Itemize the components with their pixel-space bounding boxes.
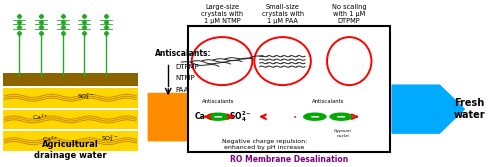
Text: NTMP: NTMP — [175, 75, 195, 81]
Bar — [2, 73, 138, 86]
Text: $\mathregular{Ca^{2+}}$: $\mathregular{Ca^{2+}}$ — [42, 134, 59, 143]
Text: Negative charge repulsion:
enhanced by pH increase: Negative charge repulsion: enhanced by p… — [222, 139, 307, 150]
Text: −: − — [336, 110, 346, 123]
Circle shape — [291, 116, 298, 118]
Text: −: − — [212, 110, 223, 123]
Circle shape — [330, 113, 352, 120]
Circle shape — [207, 113, 229, 120]
Bar — [2, 110, 138, 129]
Text: a: a — [294, 115, 296, 119]
Text: Fresh
water: Fresh water — [454, 98, 485, 120]
Bar — [2, 88, 138, 108]
Text: Antiscalants:: Antiscalants: — [156, 49, 212, 58]
Text: PAA: PAA — [175, 87, 188, 93]
Text: $\mathregular{Ca^{2+}}$: $\mathregular{Ca^{2+}}$ — [32, 112, 49, 122]
Bar — [188, 26, 390, 152]
Text: Ca: Ca — [194, 112, 205, 121]
Text: Antiscalants: Antiscalants — [312, 99, 344, 104]
FancyArrow shape — [392, 85, 464, 133]
Text: Small-size
crystals with
1 μM PAA: Small-size crystals with 1 μM PAA — [262, 4, 304, 24]
Bar — [2, 131, 138, 151]
Ellipse shape — [192, 37, 252, 85]
Text: DTPMP: DTPMP — [175, 64, 199, 70]
Text: No scaling
with 1 μM
DTPMP: No scaling with 1 μM DTPMP — [332, 4, 366, 24]
Ellipse shape — [254, 37, 311, 85]
Text: $\mathregular{SO_4^{2-}}$: $\mathregular{SO_4^{2-}}$ — [102, 133, 119, 144]
Text: Antiscalants: Antiscalants — [202, 99, 234, 104]
Ellipse shape — [327, 37, 372, 85]
Text: Agricultural
drainage water: Agricultural drainage water — [34, 140, 107, 160]
Text: −: − — [310, 110, 320, 123]
Text: Gypsum
nuclei: Gypsum nuclei — [334, 129, 352, 138]
Circle shape — [304, 113, 326, 120]
Text: Large-size
crystals with
1 μM NTMP: Large-size crystals with 1 μM NTMP — [201, 4, 243, 24]
Text: $\mathregular{SO_4^{2-}}$: $\mathregular{SO_4^{2-}}$ — [229, 109, 252, 124]
Text: RO Membrane Desalination: RO Membrane Desalination — [230, 155, 348, 164]
Text: $\mathregular{SO_4^{2-}}$: $\mathregular{SO_4^{2-}}$ — [76, 91, 94, 102]
FancyArrow shape — [148, 94, 220, 141]
